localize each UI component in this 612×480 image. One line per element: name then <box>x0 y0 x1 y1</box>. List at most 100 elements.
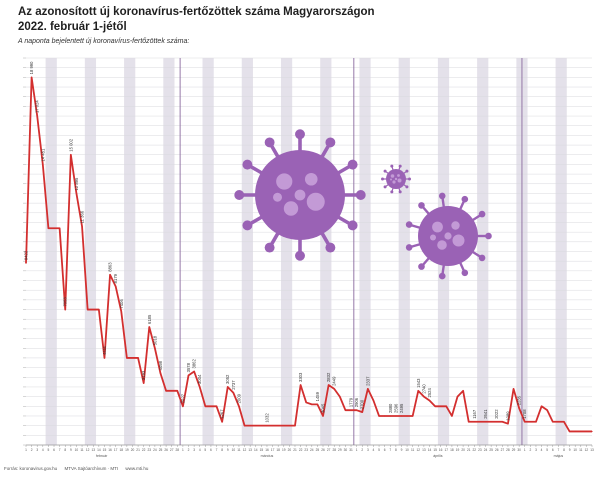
data-point <box>462 390 464 392</box>
data-point <box>580 430 582 433</box>
x-tick-label: 30 <box>517 448 521 452</box>
x-tick-label: 17 <box>114 448 118 452</box>
data-label: 2009 <box>236 393 241 403</box>
x-tick-label: 5 <box>48 448 50 452</box>
data-point <box>288 425 290 427</box>
data-point <box>47 227 50 229</box>
data-point <box>215 405 218 407</box>
data-point <box>518 407 520 409</box>
data-point <box>187 374 190 376</box>
data-point <box>249 425 251 427</box>
virus-spike-tip <box>381 177 384 181</box>
x-tick-label: 23 <box>304 448 308 452</box>
data-point <box>524 421 526 423</box>
data-point <box>109 274 111 276</box>
data-point <box>322 415 324 417</box>
x-tick-label: 28 <box>176 448 180 452</box>
x-tick-label: 4 <box>199 448 201 452</box>
virus-spike-tip <box>242 159 253 170</box>
data-point <box>271 425 274 427</box>
data-label: 3578 <box>186 362 191 372</box>
x-tick-label: 29 <box>512 448 516 452</box>
data-point <box>473 421 475 423</box>
data-point <box>563 421 565 423</box>
data-point <box>417 390 419 392</box>
data-point <box>311 403 313 405</box>
x-tick-label: 12 <box>585 448 589 452</box>
x-tick-label: 8 <box>221 448 223 452</box>
data-point <box>389 415 391 417</box>
x-tick-label: 13 <box>91 448 95 452</box>
virus-icon <box>234 129 366 261</box>
x-tick-label: 6 <box>384 448 386 452</box>
data-label: 2027 <box>180 393 185 403</box>
data-point <box>59 227 61 229</box>
data-label: 1543 <box>416 378 421 388</box>
x-tick-label: 14 <box>254 448 258 452</box>
data-point <box>356 409 358 411</box>
x-tick-label: 5 <box>378 448 380 452</box>
data-point <box>120 310 122 313</box>
data-point <box>143 382 145 384</box>
data-point <box>440 405 442 407</box>
data-point <box>221 421 223 423</box>
data-point <box>294 425 296 427</box>
virus-spike-tip <box>405 221 413 228</box>
x-tick-label: 17 <box>445 448 449 452</box>
x-tick-label: 27 <box>327 448 331 452</box>
x-tick-label: 1 <box>524 448 526 452</box>
virus-spike-tip <box>295 250 305 261</box>
data-label: 12 895 <box>74 177 79 190</box>
series-line <box>25 76 592 433</box>
data-point <box>75 192 78 195</box>
data-point <box>227 386 229 388</box>
x-tick-label: 6 <box>552 448 554 452</box>
virus-spot <box>432 221 443 233</box>
x-tick-label: 20 <box>461 448 465 452</box>
data-point <box>328 384 330 386</box>
x-tick-label: 27 <box>170 448 174 452</box>
x-tick-label: 15 <box>103 448 107 452</box>
data-label: 1267 <box>220 409 225 419</box>
chart-title-line1: Az azonosított új koronavírus-fertőzötte… <box>18 6 375 18</box>
data-point <box>182 405 184 407</box>
data-point <box>546 409 548 411</box>
series-new-cases <box>25 76 593 433</box>
data-point <box>434 405 436 407</box>
x-tick-label: 13 <box>248 448 252 452</box>
x-tick-label: 7 <box>59 448 61 452</box>
x-tick-label: 10 <box>405 448 409 452</box>
x-tick-label: 8 <box>563 448 565 452</box>
data-point <box>210 405 212 407</box>
data-point <box>148 326 150 328</box>
data-point <box>361 411 363 413</box>
data-point <box>451 415 453 417</box>
data-label: 2641 <box>483 409 488 419</box>
virus-spike-tip <box>461 269 469 277</box>
virus-spike-tip <box>461 195 469 203</box>
data-label: 2022 <box>494 409 499 419</box>
data-point <box>512 388 515 390</box>
virus-spike-tip <box>398 164 402 168</box>
x-tick-label: 16 <box>265 448 269 452</box>
data-point <box>199 386 201 388</box>
data-label: 3045 <box>321 403 326 413</box>
x-tick-label: 20 <box>131 448 135 452</box>
data-point <box>423 396 425 398</box>
data-point <box>591 430 593 433</box>
x-tick-label: 25 <box>489 448 493 452</box>
virus-spike-tip <box>405 169 409 173</box>
virus-spot <box>294 189 306 201</box>
data-label: 2449 <box>332 376 337 386</box>
data-label: 1089 <box>505 411 510 421</box>
x-tick-label: 2 <box>188 448 190 452</box>
data-point <box>159 372 162 375</box>
data-point <box>428 399 431 402</box>
data-point <box>344 409 347 411</box>
virus-spot <box>451 221 460 230</box>
data-point <box>479 421 481 423</box>
x-tick-label: 5 <box>204 448 206 452</box>
virus-spike-tip <box>383 169 387 173</box>
virus-icon <box>405 192 492 280</box>
data-point <box>316 403 319 405</box>
